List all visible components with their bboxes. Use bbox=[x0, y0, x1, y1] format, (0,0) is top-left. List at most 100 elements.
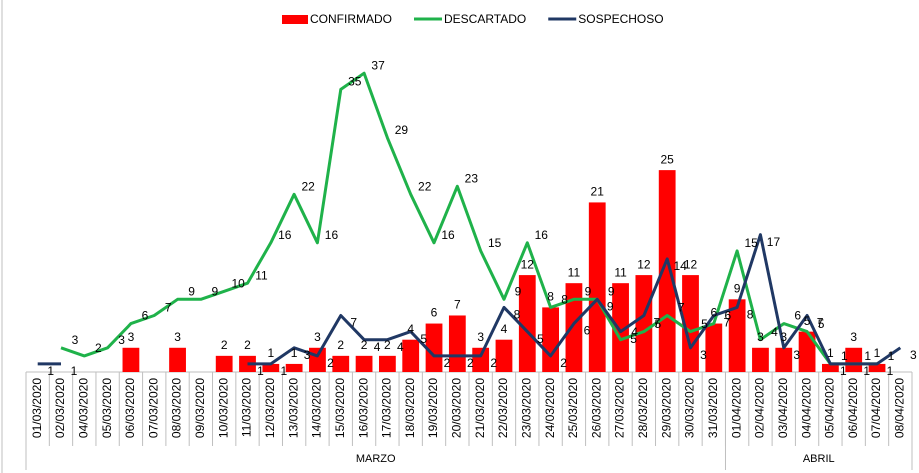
line-series bbox=[37, 233, 902, 366]
bar bbox=[332, 355, 350, 372]
data-label: 11 bbox=[614, 265, 627, 279]
data-label: 2 bbox=[337, 338, 344, 352]
data-label: 2 bbox=[560, 356, 567, 370]
data-label: 14 bbox=[674, 259, 688, 273]
data-label: 16 bbox=[278, 228, 292, 242]
bar bbox=[262, 363, 280, 372]
data-label: 37 bbox=[371, 58, 385, 72]
data-label: 8 bbox=[747, 308, 754, 322]
x-tick-label: 27/03/2020 bbox=[613, 378, 627, 438]
legend-label: DESCARTADO bbox=[444, 12, 526, 26]
x-tick-label: 28/03/2020 bbox=[636, 378, 650, 438]
data-label: 7 bbox=[454, 298, 461, 312]
group-label: MARZO bbox=[356, 453, 396, 465]
legend-label: SOSPECHOSO bbox=[578, 12, 663, 26]
bar bbox=[215, 355, 233, 372]
bar bbox=[542, 307, 559, 372]
data-label: 8 bbox=[561, 293, 568, 307]
data-label: 5 bbox=[537, 332, 544, 346]
data-label: 23 bbox=[465, 171, 479, 185]
data-label: 12 bbox=[521, 257, 535, 271]
data-label: 3 bbox=[780, 330, 787, 344]
data-label: 11 bbox=[255, 268, 268, 282]
bar bbox=[775, 347, 793, 372]
data-label: 6 bbox=[431, 306, 438, 320]
data-label: 3 bbox=[910, 348, 917, 362]
data-label: 4 bbox=[631, 325, 638, 339]
x-tick-label: 06/04/2020 bbox=[846, 378, 860, 438]
bar bbox=[798, 331, 816, 372]
bar bbox=[565, 283, 583, 372]
data-label: 7 bbox=[350, 316, 357, 330]
data-label: 4 bbox=[407, 322, 414, 336]
data-label: 1 bbox=[887, 364, 894, 378]
data-label: 9 bbox=[585, 284, 592, 298]
x-tick-label: 30/03/2020 bbox=[683, 378, 697, 438]
data-label: 1 bbox=[864, 349, 871, 363]
legend-label: CONFIRMADO bbox=[310, 12, 392, 26]
x-tick-label: 01/03/2020 bbox=[30, 378, 44, 438]
bar bbox=[658, 170, 676, 372]
data-label: 4 bbox=[397, 340, 404, 354]
data-label: 7 bbox=[165, 301, 172, 315]
data-label: 2 bbox=[327, 356, 334, 370]
data-label: 25 bbox=[661, 152, 675, 166]
data-label: 1 bbox=[71, 364, 78, 378]
data-label: 3 bbox=[174, 330, 181, 344]
x-tick-label: 07/04/2020 bbox=[869, 378, 883, 438]
data-label: 7 bbox=[723, 316, 730, 330]
x-tick-label: 21/03/2020 bbox=[473, 378, 487, 438]
data-label: 12 bbox=[637, 257, 651, 271]
data-label: 35 bbox=[348, 75, 362, 89]
data-label: 2 bbox=[467, 356, 474, 370]
data-label: 4 bbox=[501, 322, 508, 336]
bar bbox=[752, 347, 769, 372]
x-tick-label: 24/03/2020 bbox=[543, 378, 557, 438]
data-label: 6 bbox=[142, 309, 149, 323]
data-label: 5 bbox=[701, 317, 708, 331]
x-tick-label: 02/04/2020 bbox=[753, 378, 767, 438]
bar bbox=[518, 275, 536, 372]
x-tick-label: 07/03/2020 bbox=[146, 378, 160, 438]
bar bbox=[822, 363, 839, 372]
data-label: 2 bbox=[244, 338, 251, 352]
data-label: 2 bbox=[221, 338, 228, 352]
bar bbox=[635, 275, 653, 372]
data-label: 1 bbox=[840, 364, 847, 378]
bar bbox=[495, 339, 513, 372]
data-label: 3 bbox=[128, 330, 135, 344]
bar bbox=[728, 299, 746, 372]
data-label: 1 bbox=[291, 346, 298, 360]
x-tick-label: 15/03/2020 bbox=[333, 378, 347, 438]
x-tick-label: 04/03/2020 bbox=[76, 378, 90, 438]
x-tick-label: 20/03/2020 bbox=[450, 378, 464, 438]
data-label: 11 bbox=[568, 265, 581, 279]
bar bbox=[845, 347, 863, 372]
data-label: 7 bbox=[678, 301, 685, 315]
data-label: 9 bbox=[607, 299, 614, 313]
x-tick-label: 25/03/2020 bbox=[566, 378, 580, 438]
data-label: 12 bbox=[684, 257, 698, 271]
data-label: 29 bbox=[395, 123, 409, 137]
x-tick-label: 01/04/2020 bbox=[729, 378, 743, 438]
data-label: 9 bbox=[734, 281, 741, 295]
data-label: 1 bbox=[874, 346, 881, 360]
data-label: 5 bbox=[630, 332, 637, 346]
data-label: 8 bbox=[547, 290, 554, 304]
data-label: 1 bbox=[280, 364, 287, 378]
data-label: 7 bbox=[817, 316, 824, 330]
x-tick-label: 29/03/2020 bbox=[659, 378, 673, 438]
x-tick-label: 23/03/2020 bbox=[519, 378, 533, 438]
bar bbox=[355, 355, 373, 372]
data-label: 1 bbox=[841, 349, 848, 363]
data-label: 6 bbox=[794, 309, 801, 323]
bar bbox=[122, 347, 140, 372]
data-label: 5 bbox=[655, 317, 662, 331]
x-tick-label: 22/03/2020 bbox=[496, 378, 510, 438]
x-tick-label: 04/04/2020 bbox=[799, 378, 813, 438]
data-label: 1 bbox=[267, 346, 274, 360]
data-label: 6 bbox=[724, 309, 731, 323]
data-label: 3 bbox=[793, 348, 800, 362]
data-label: 21 bbox=[591, 185, 605, 199]
x-tick-label: 18/03/2020 bbox=[403, 378, 417, 438]
